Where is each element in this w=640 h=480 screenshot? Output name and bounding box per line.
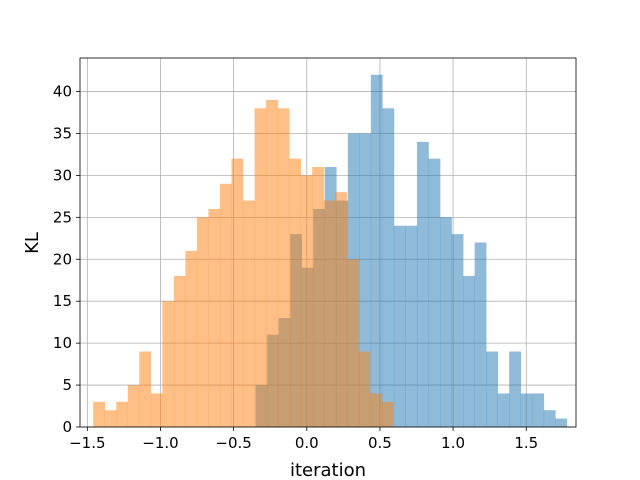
histogram-bar [173, 276, 186, 427]
histogram-bar [428, 158, 441, 428]
histogram-bar [323, 200, 336, 427]
histogram-bar [451, 234, 464, 427]
histogram-bar [416, 141, 429, 427]
histogram-bar [463, 276, 475, 427]
histogram-bar [474, 242, 487, 427]
histogram-bar [139, 351, 152, 427]
y-tick-label: 25 [53, 208, 72, 226]
histogram-bar [381, 401, 394, 427]
histogram-bar [104, 410, 117, 427]
histogram-bar [300, 175, 313, 427]
histogram-bar [150, 393, 163, 427]
x-tick-label: 1.0 [441, 434, 465, 452]
y-tick-label: 15 [53, 292, 72, 310]
histogram-bar [520, 393, 533, 427]
y-tick-label: 20 [53, 250, 72, 268]
y-tick-label: 5 [62, 376, 72, 394]
histogram-bar [370, 74, 383, 427]
histogram-bar [382, 108, 395, 428]
x-axis-label: iteration [290, 460, 366, 480]
y-tick-label: 35 [53, 124, 72, 142]
x-tick-label: −0.5 [215, 434, 251, 452]
histogram-bar [185, 250, 198, 427]
histogram-series-2 [93, 99, 394, 428]
histogram-bar [266, 99, 278, 427]
histogram-bar [277, 108, 290, 428]
y-tick-label: 10 [53, 334, 72, 352]
histogram-bar [196, 217, 209, 427]
histogram-bar [127, 385, 140, 427]
histogram-bar [369, 393, 382, 427]
x-tick-label: 0.5 [368, 434, 392, 452]
plot-frame [79, 57, 577, 428]
x-tick-label: −1.0 [142, 434, 178, 452]
histogram-bar [93, 401, 105, 427]
histogram-bar [312, 167, 325, 428]
histogram-bar [231, 158, 244, 428]
histogram-bar [162, 301, 175, 427]
y-tick-label: 0 [62, 418, 72, 436]
histogram-bar [555, 418, 568, 427]
y-tick-label: 40 [53, 83, 72, 101]
histogram-bar [405, 225, 418, 427]
histogram-bar [335, 192, 348, 427]
x-tick-label: −1.5 [69, 434, 105, 452]
histogram-bars [93, 74, 568, 428]
histogram-bar [497, 393, 510, 427]
histogram-bar [243, 200, 255, 427]
histogram-bar [289, 158, 301, 428]
histogram-bar [219, 183, 232, 427]
histogram-bar [116, 401, 129, 427]
histogram-bar [440, 217, 452, 427]
histogram-bar [346, 259, 359, 427]
histogram-bar [254, 108, 267, 428]
histogram-bar [532, 393, 545, 427]
axis-ticks: −1.5 −1.0 −0.5 0.0 0.5 1.0 1.5 0 5 10 15 20 25 30 35 40 [53, 83, 538, 452]
histogram-bar [509, 351, 522, 427]
x-tick-label: 0.0 [295, 434, 319, 452]
histogram-bar [359, 133, 372, 427]
histogram-bar [486, 351, 498, 427]
y-axis-label: KL [22, 232, 43, 254]
histogram-bar [358, 351, 371, 427]
y-tick-label: 30 [53, 166, 72, 184]
histogram-bar [208, 208, 221, 427]
histogram-bar [543, 410, 556, 427]
x-tick-label: 1.5 [514, 434, 538, 452]
histogram-bar [393, 225, 406, 427]
